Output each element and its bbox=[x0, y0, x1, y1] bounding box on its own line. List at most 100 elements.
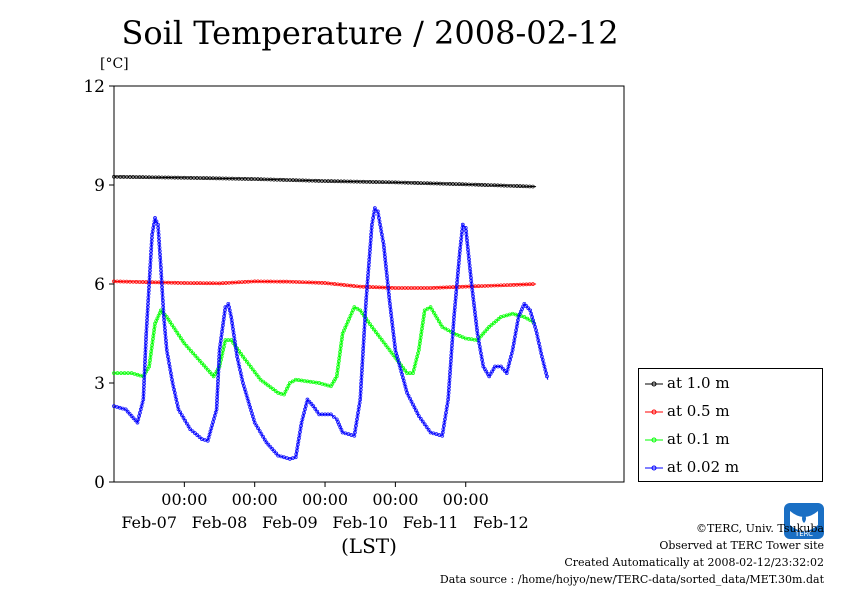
y-unit-label: [°C] bbox=[100, 56, 129, 72]
data-point bbox=[416, 414, 421, 418]
data-point bbox=[411, 371, 415, 375]
data-point bbox=[140, 400, 145, 405]
data-point bbox=[507, 361, 512, 366]
data-point bbox=[354, 424, 358, 428]
data-point bbox=[409, 399, 414, 404]
data-point bbox=[458, 334, 462, 338]
data-point bbox=[190, 429, 195, 434]
data-point bbox=[240, 377, 245, 382]
data-point bbox=[175, 330, 180, 335]
data-point bbox=[424, 425, 429, 429]
footer-observed: Observed at TERC Tower site bbox=[659, 539, 824, 552]
data-point bbox=[524, 304, 529, 308]
data-point bbox=[152, 222, 156, 227]
data-point bbox=[389, 350, 394, 355]
data-point bbox=[331, 414, 336, 419]
data-point bbox=[315, 409, 320, 414]
data-point bbox=[509, 354, 513, 359]
data-point bbox=[411, 367, 416, 372]
legend-label: at 1.0 m bbox=[667, 374, 730, 392]
data-point bbox=[425, 306, 430, 311]
data-point bbox=[212, 416, 216, 421]
data-point bbox=[135, 420, 140, 425]
data-point bbox=[510, 348, 515, 352]
data-point bbox=[243, 357, 247, 362]
series-line bbox=[114, 306, 537, 396]
data-point bbox=[411, 402, 415, 407]
data-point bbox=[303, 404, 308, 408]
data-point bbox=[169, 374, 174, 379]
data-point bbox=[349, 311, 354, 315]
data-point bbox=[261, 379, 265, 384]
data-point bbox=[418, 416, 423, 421]
data-point bbox=[444, 407, 449, 412]
data-point bbox=[226, 301, 231, 306]
data-point bbox=[420, 419, 425, 424]
data-point bbox=[505, 367, 510, 372]
x-tick-label: 00:00 bbox=[161, 490, 207, 509]
data-point bbox=[345, 319, 350, 324]
data-point bbox=[206, 435, 211, 440]
chart-title: Soil Temperature / 2008-02-12 bbox=[121, 14, 619, 52]
data-point bbox=[478, 348, 483, 352]
data-point bbox=[353, 430, 357, 435]
data-point bbox=[256, 426, 260, 431]
data-point bbox=[440, 430, 445, 435]
data-point bbox=[446, 328, 450, 333]
data-point bbox=[170, 377, 174, 382]
data-point bbox=[379, 337, 384, 342]
data-point bbox=[191, 351, 195, 356]
data-point bbox=[299, 420, 304, 425]
data-point bbox=[356, 410, 360, 415]
data-point bbox=[380, 232, 384, 237]
data-point bbox=[301, 414, 306, 418]
data-point bbox=[167, 364, 172, 369]
data-point bbox=[487, 325, 492, 329]
data-point bbox=[197, 435, 202, 439]
data-point bbox=[443, 414, 448, 418]
data-point bbox=[271, 387, 275, 391]
data-point bbox=[219, 354, 224, 359]
data-point bbox=[445, 404, 449, 408]
data-point bbox=[268, 444, 273, 449]
data-point bbox=[170, 381, 175, 385]
data-point bbox=[252, 420, 257, 425]
data-point bbox=[422, 308, 427, 313]
data-point bbox=[245, 359, 249, 364]
data-point bbox=[476, 338, 481, 342]
data-point bbox=[531, 282, 535, 286]
data-point bbox=[440, 433, 445, 438]
footer-copyright: ©TERC, Univ. Tsukuba bbox=[695, 522, 824, 535]
data-point bbox=[536, 338, 541, 342]
data-point bbox=[217, 364, 222, 369]
data-point bbox=[246, 362, 251, 367]
data-point bbox=[263, 381, 268, 386]
data-point bbox=[228, 311, 233, 316]
data-point bbox=[266, 383, 270, 388]
data-point bbox=[379, 229, 384, 234]
data-point bbox=[489, 323, 494, 327]
data-point bbox=[372, 209, 377, 214]
data-point bbox=[513, 334, 517, 339]
data-point bbox=[540, 358, 545, 362]
data-point bbox=[355, 306, 360, 311]
data-point bbox=[525, 316, 530, 321]
data-point bbox=[264, 440, 269, 445]
data-point bbox=[266, 442, 271, 447]
data-point bbox=[522, 315, 527, 319]
series-line bbox=[113, 206, 549, 460]
data-point bbox=[342, 328, 346, 333]
data-point bbox=[302, 410, 306, 415]
date-label: Feb-09 bbox=[262, 513, 318, 532]
data-point bbox=[412, 364, 417, 369]
data-point bbox=[340, 331, 345, 336]
data-point bbox=[428, 305, 433, 309]
data-point bbox=[529, 311, 534, 316]
data-point bbox=[195, 356, 200, 361]
data-point bbox=[166, 317, 171, 322]
data-point bbox=[543, 367, 548, 372]
data-point bbox=[508, 358, 512, 362]
data-point bbox=[211, 420, 215, 424]
data-point bbox=[257, 429, 262, 433]
data-point bbox=[183, 418, 188, 423]
